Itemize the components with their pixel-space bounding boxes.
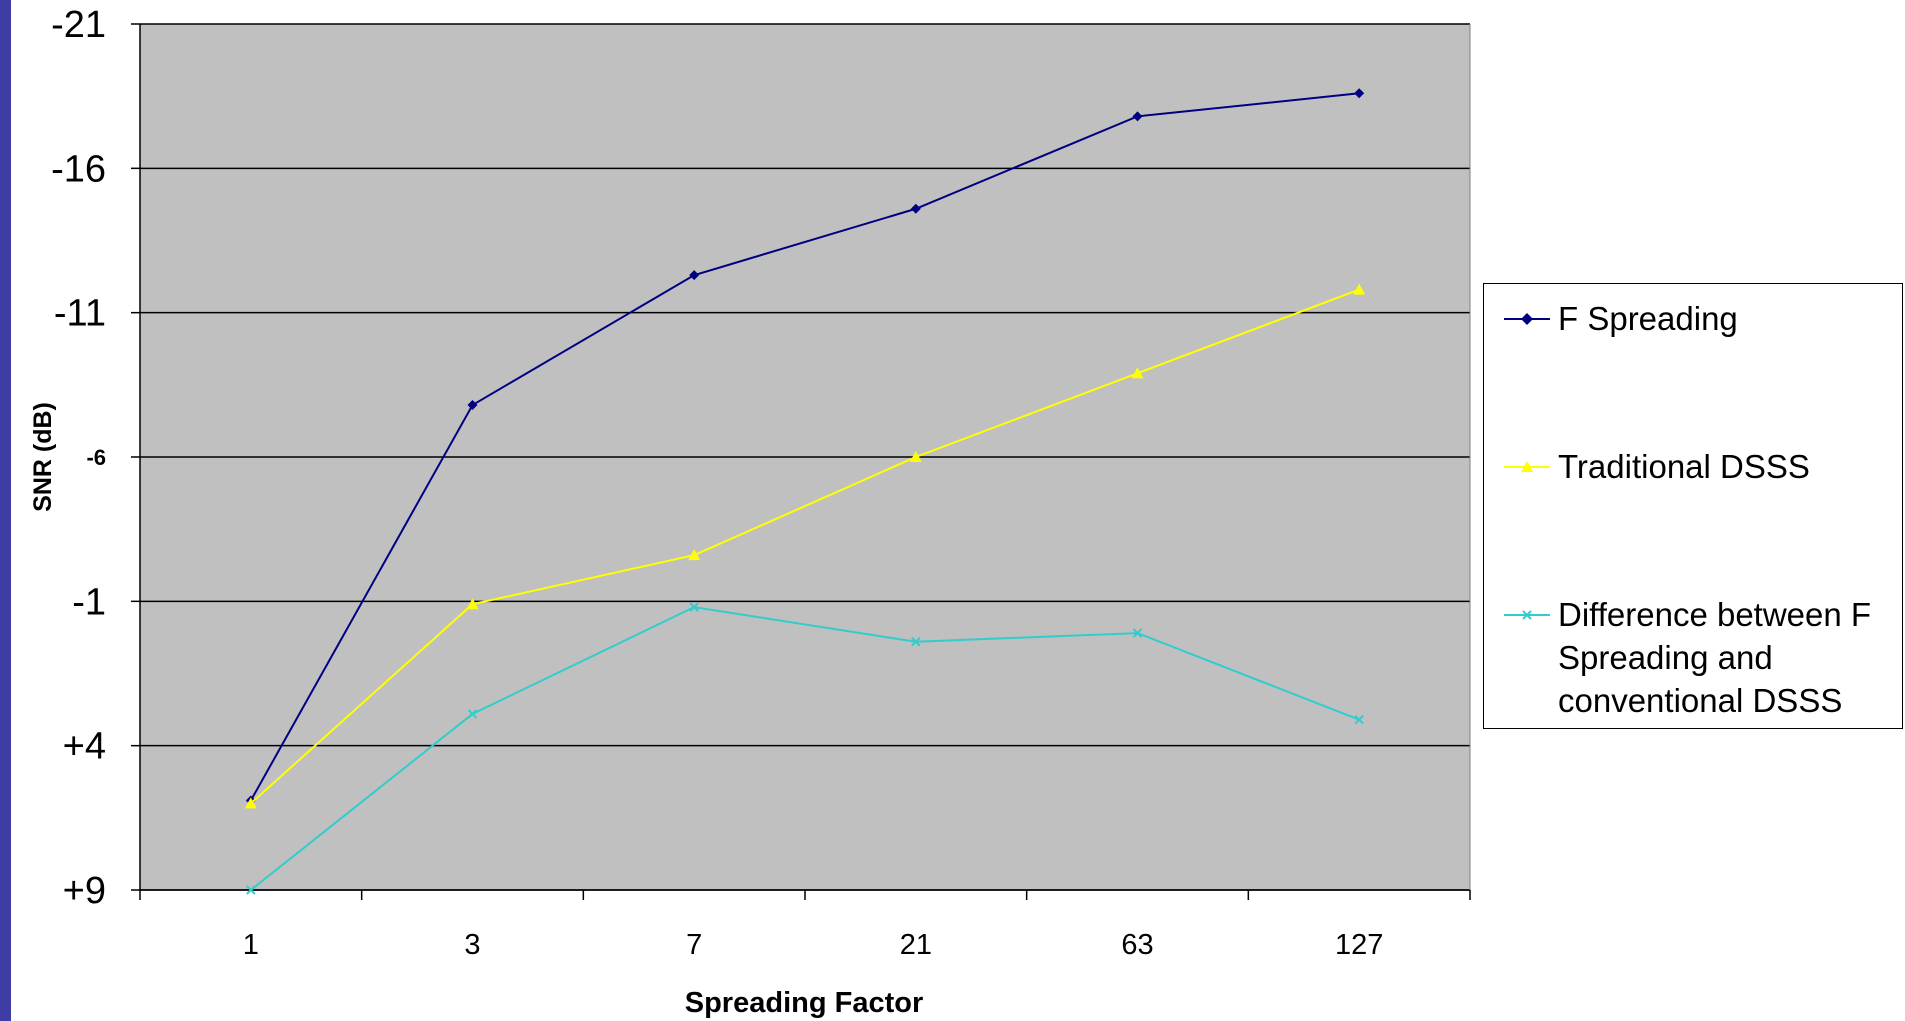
data-point bbox=[689, 270, 700, 281]
legend: F Spreading Traditional DSSS Difference … bbox=[1483, 283, 1903, 729]
data-point bbox=[909, 451, 922, 462]
legend-item-difference: Difference between F Spreading and conve… bbox=[1502, 593, 1903, 722]
data-point bbox=[1353, 283, 1366, 295]
y-tick-label: -1 bbox=[72, 581, 106, 623]
y-tick-labels: -21 -16 -11 -6 -1 +4 +9 bbox=[51, 4, 106, 912]
series-2 bbox=[244, 283, 1366, 809]
data-point bbox=[1131, 367, 1144, 379]
data-point bbox=[1354, 714, 1364, 725]
data-point bbox=[467, 709, 478, 719]
y-tick-label: -16 bbox=[51, 148, 106, 190]
x-tick-label: 7 bbox=[686, 929, 702, 961]
y-tick-label: -21 bbox=[51, 4, 106, 46]
legend-label: Traditional DSSS bbox=[1558, 448, 1810, 485]
series-3 bbox=[246, 602, 1364, 895]
slide-left-border bbox=[0, 0, 11, 1021]
series-line bbox=[250, 606, 1360, 891]
x-tick-labels: 1 3 7 21 63 127 bbox=[243, 929, 1384, 961]
data-point bbox=[1354, 88, 1365, 99]
data-point bbox=[466, 598, 479, 610]
data-point bbox=[689, 602, 699, 612]
x-tick-label: 127 bbox=[1335, 929, 1383, 961]
x-tick-label: 21 bbox=[900, 929, 932, 961]
legend-label: Difference between F Spreading and conve… bbox=[1558, 596, 1872, 719]
legend-label: F Spreading bbox=[1558, 300, 1738, 337]
legend-item-f-spreading: F Spreading bbox=[1502, 297, 1903, 340]
data-point bbox=[244, 797, 257, 809]
legend-symbol-diamond-icon bbox=[1504, 313, 1550, 325]
axes bbox=[139, 24, 1471, 900]
series-line bbox=[249, 92, 1360, 802]
x-tick-label: 3 bbox=[464, 929, 480, 961]
y-tick-label: -6 bbox=[86, 445, 106, 470]
y-tick-label: +9 bbox=[63, 870, 106, 912]
x-tick-label: 63 bbox=[1121, 929, 1153, 961]
legend-symbol-x-icon bbox=[1504, 610, 1550, 620]
data-point bbox=[911, 637, 921, 647]
y-tick-label: +4 bbox=[63, 726, 106, 768]
legend-symbol-triangle-icon bbox=[1504, 461, 1550, 472]
legend-item-traditional-dsss: Traditional DSSS bbox=[1502, 445, 1903, 488]
data-point bbox=[910, 203, 921, 214]
series-lines bbox=[244, 88, 1366, 895]
x-axis-label: Spreading Factor bbox=[685, 987, 924, 1019]
data-point bbox=[1132, 111, 1143, 122]
y-axis-label: SNR (dB) bbox=[29, 402, 57, 512]
y-tick-label: -11 bbox=[54, 293, 106, 335]
data-point bbox=[1132, 628, 1143, 638]
data-point bbox=[246, 885, 256, 895]
x-tick-label: 1 bbox=[243, 929, 259, 961]
series-line bbox=[250, 288, 1360, 805]
data-point bbox=[467, 400, 478, 411]
data-point bbox=[688, 549, 701, 561]
